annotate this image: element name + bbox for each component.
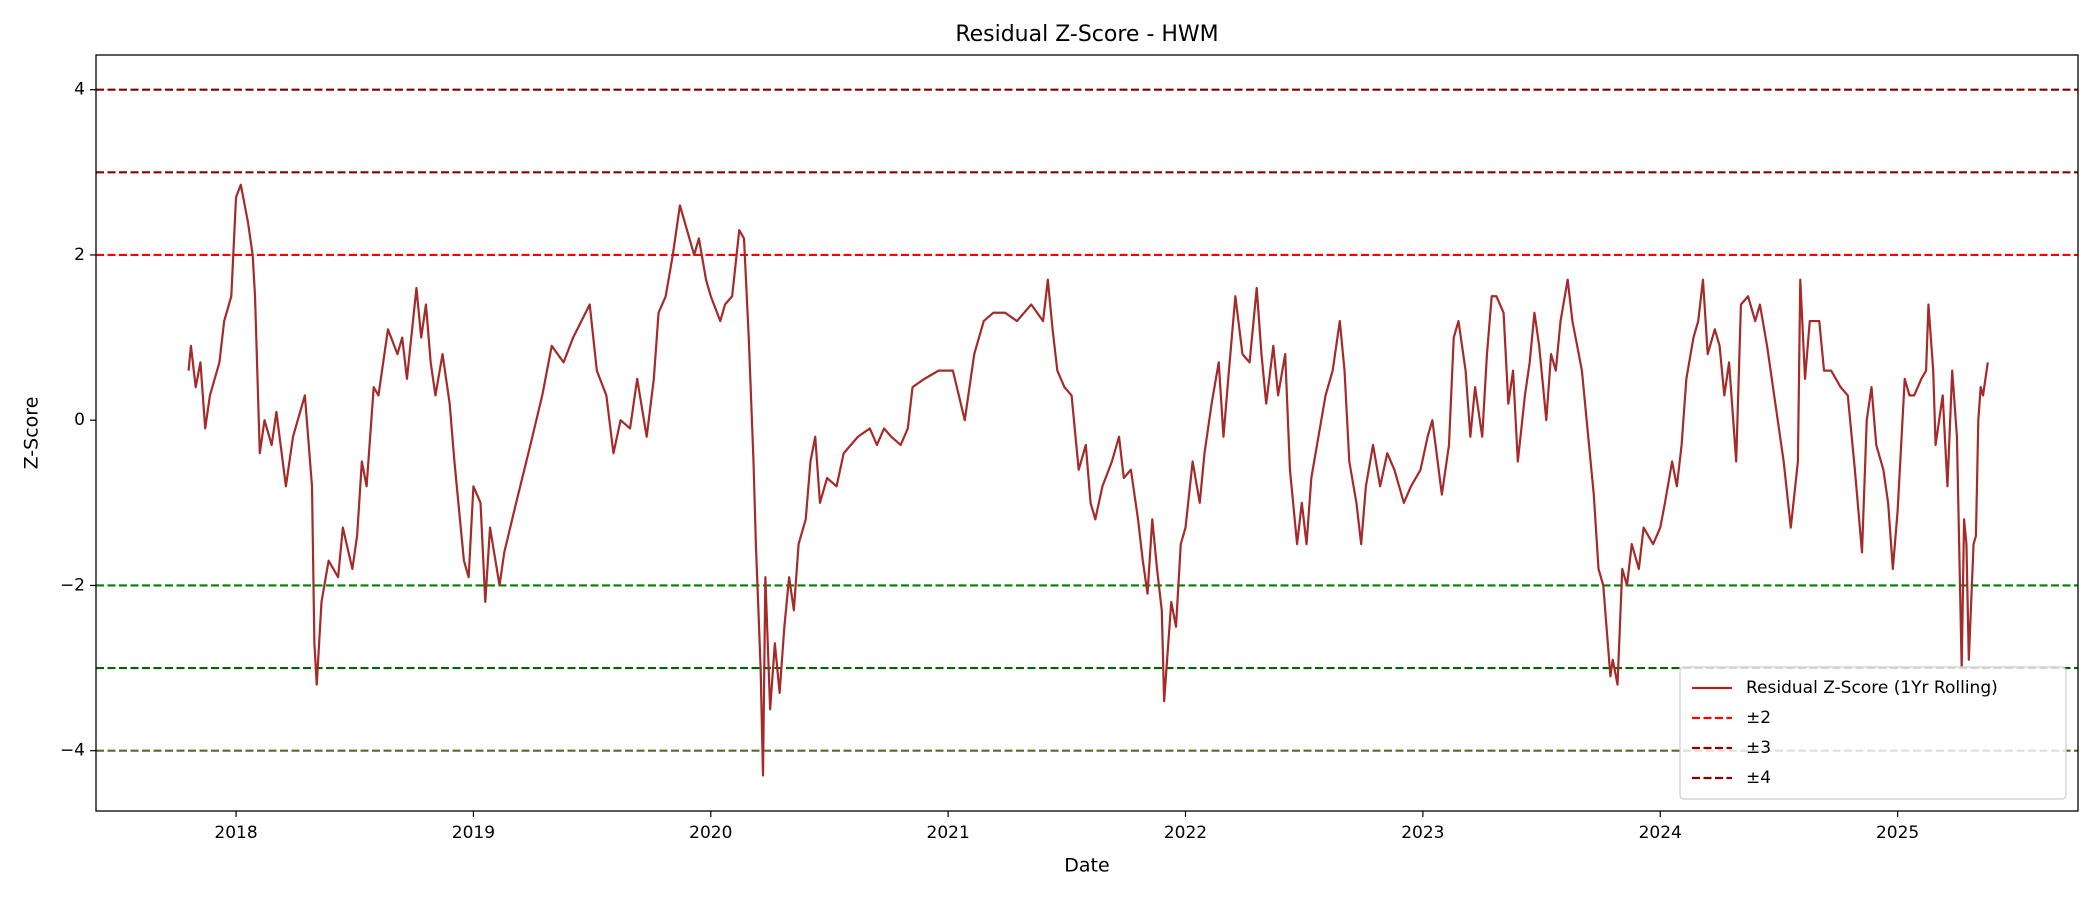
legend-label: ±3 bbox=[1746, 738, 1771, 758]
x-tick-label: 2022 bbox=[1164, 823, 1207, 843]
x-tick-label: 2025 bbox=[1876, 823, 1919, 843]
y-tick-label: −4 bbox=[60, 741, 85, 761]
legend-label: ±4 bbox=[1746, 768, 1771, 788]
y-tick-label: −2 bbox=[60, 575, 85, 595]
x-tick-label: 2024 bbox=[1639, 823, 1682, 843]
chart-title: Residual Z-Score - HWM bbox=[955, 22, 1218, 47]
x-axis-label: Date bbox=[1064, 855, 1109, 877]
legend-label: ±2 bbox=[1746, 708, 1771, 728]
plot-frame bbox=[95, 54, 2079, 812]
y-axis-label: Z-Score bbox=[21, 397, 43, 470]
x-tick-label: 2020 bbox=[689, 823, 732, 843]
legend-label: Residual Z-Score (1Yr Rolling) bbox=[1746, 678, 1998, 698]
series-line bbox=[187, 183, 1989, 777]
y-tick-label: 0 bbox=[74, 410, 85, 430]
x-tick-label: 2019 bbox=[452, 823, 495, 843]
x-tick-label: 2021 bbox=[927, 823, 970, 843]
y-tick-label: 2 bbox=[74, 245, 85, 265]
y-tick-label: 4 bbox=[74, 80, 85, 100]
legend-box bbox=[1679, 666, 2067, 800]
x-tick-label: 2018 bbox=[214, 823, 257, 843]
x-tick-label: 2023 bbox=[1401, 823, 1444, 843]
